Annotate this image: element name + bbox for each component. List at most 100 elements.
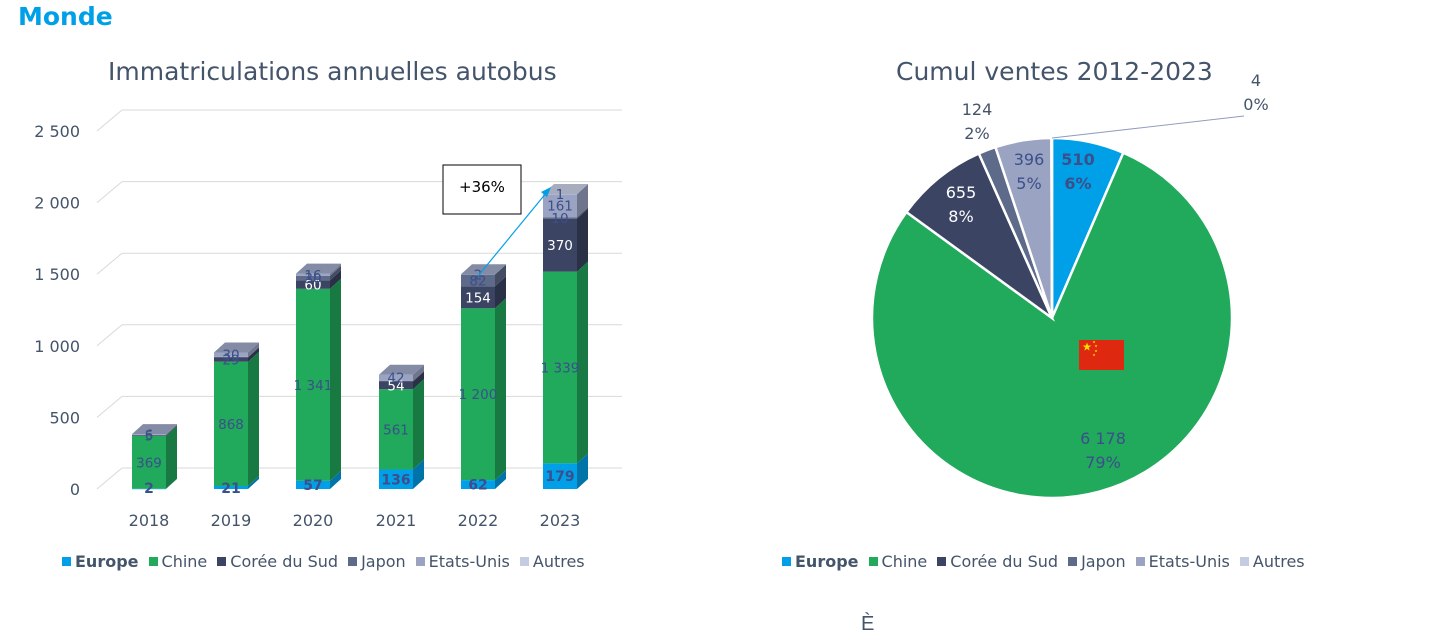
y-tick-label: 0 [70, 480, 80, 499]
flag-star-small [1094, 349, 1098, 353]
bar-side [577, 208, 588, 272]
flag-star-small [1092, 353, 1096, 357]
bar-stack [214, 342, 259, 489]
bar-data-label: 42 [387, 371, 404, 387]
bar-segment [461, 274, 495, 287]
bar-side [166, 425, 177, 489]
bar-side [330, 263, 341, 276]
annotation-arrowhead [541, 187, 551, 197]
bar-segment [132, 435, 166, 436]
bar-data-label: 10 [551, 211, 568, 227]
pie-leader-line [1051, 115, 1245, 139]
legend-item: Chine [148, 552, 207, 571]
pie [870, 136, 1234, 500]
bar-side [166, 478, 177, 489]
bar-data-label: 161 [547, 199, 573, 215]
legend-item: Autres [1239, 552, 1305, 571]
bar-segment [543, 218, 577, 272]
x-tick-label: 2018 [129, 511, 170, 530]
annotation-label: +36% [459, 178, 505, 196]
bar-side [577, 261, 588, 464]
bar-data-label: 30 [304, 271, 321, 287]
bar-side [248, 347, 259, 362]
y-tick-label: 500 [49, 408, 80, 427]
bar-data-label: 179 [545, 469, 574, 485]
bar-data-label: 370 [547, 238, 573, 254]
bar-segment [132, 488, 166, 490]
bar-segment [379, 389, 413, 470]
bar-segment [379, 469, 413, 489]
bar-side [248, 342, 259, 357]
legend-label: Corée du Sud [950, 552, 1059, 571]
bar-data-label: 561 [383, 422, 409, 438]
bar-segment [543, 217, 577, 219]
legend-swatch [1135, 557, 1145, 566]
x-tick-label: 2020 [293, 511, 334, 530]
bar-data-label: 369 [136, 455, 162, 471]
bar-data-label: 82 [469, 273, 486, 289]
bar-side [330, 470, 341, 489]
bar-data-label: 1 [556, 187, 565, 203]
bar-stack [461, 264, 506, 489]
bar-top [296, 263, 341, 274]
legend-label: Autres [1252, 552, 1305, 571]
legend-label: Autres [532, 552, 585, 571]
bar-data-label: 6 [145, 428, 154, 444]
legend-item: Etats-Unis [415, 552, 510, 571]
bar-side [248, 351, 259, 486]
bar-data-label: 60 [304, 278, 321, 294]
bar-segment [543, 463, 577, 489]
bar-side [248, 475, 259, 489]
legend-swatch [868, 557, 878, 566]
stray-glyph: È [861, 613, 875, 635]
bar-side [330, 278, 341, 481]
pie-value-label: 124 [962, 100, 993, 119]
gridline-slant [96, 396, 123, 418]
bar-segment [132, 435, 166, 489]
bar-segment [379, 374, 413, 381]
legend-item: Japon [348, 552, 406, 571]
gridline-slant [96, 324, 123, 347]
pie-percent-label: 8% [948, 207, 973, 226]
bar-side [495, 470, 506, 489]
bar-data-label: 1 339 [541, 360, 580, 376]
annotation-arrow-line [477, 191, 548, 277]
bar-segment [296, 273, 330, 276]
legend-swatch [62, 557, 71, 566]
bar-segment [296, 288, 330, 481]
bar-data-label: 1 341 [294, 378, 333, 394]
bar-data-label: 54 [387, 378, 404, 394]
y-tick-label: 1 000 [34, 337, 80, 356]
pie-percent-label: 79% [1085, 453, 1121, 472]
bar-segment [214, 361, 248, 486]
bar-stack [379, 364, 424, 489]
bar-top [214, 342, 259, 353]
legend-label: Europe [75, 552, 139, 571]
bar-data-label: 2 [144, 481, 154, 497]
legend-item: Etats-Unis [1135, 552, 1230, 571]
bar-side [330, 265, 341, 281]
gridline-slant [96, 252, 123, 275]
bar-data-label: 868 [218, 417, 244, 433]
bar-side [330, 270, 341, 289]
bar-segment [461, 286, 495, 309]
bar-segment [132, 434, 166, 436]
legend-item: Corée du Sud [217, 552, 338, 571]
bar-segment [296, 275, 330, 281]
legend-label: Chine [881, 552, 928, 571]
bar-segment [543, 194, 577, 218]
bar-segment [461, 274, 495, 275]
pie-slice [870, 151, 1234, 500]
legend-item: Corée du Sud [937, 552, 1058, 571]
bar-data-label: 16 [304, 268, 321, 284]
bar-side [166, 425, 177, 436]
pie-chart-legend: Europe Chine Corée du Sud Japon Etats-Unis Au… [782, 552, 1315, 571]
bar-segment [296, 480, 330, 489]
legend-swatch [348, 557, 358, 566]
pie-value-label: 6 178 [1080, 429, 1126, 448]
pie-percent-label: 2% [964, 124, 989, 143]
bar-side [413, 379, 424, 470]
bar-segment [461, 308, 495, 481]
legend-item: Europe [782, 552, 859, 571]
